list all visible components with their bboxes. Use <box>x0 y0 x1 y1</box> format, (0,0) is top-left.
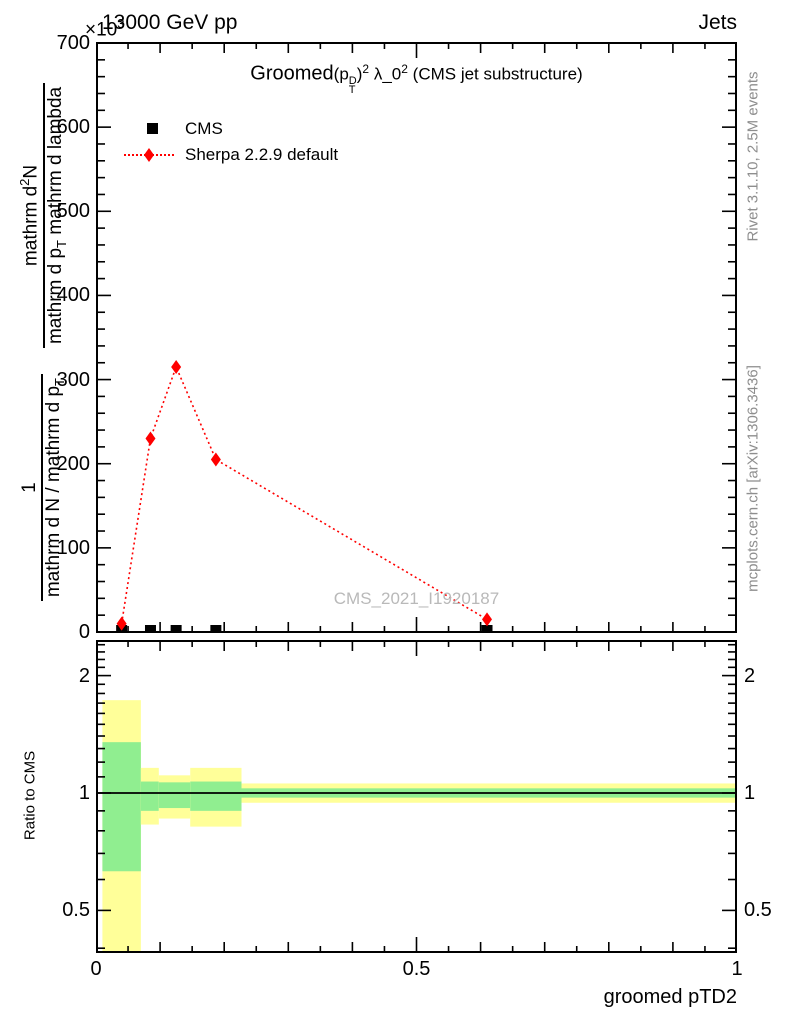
sherpa-data-diamond <box>482 612 493 627</box>
ratio-y-tick-label-right: 1 <box>744 782 756 804</box>
plot-title-sup-d: D <box>348 74 357 87</box>
plot-title-paren: ) <box>356 64 363 84</box>
x-tick-label: 0 <box>90 958 102 980</box>
sherpa-dotted-line <box>120 364 488 624</box>
x-axis-title: groomed pTD2 <box>603 986 737 1008</box>
analysis-group-label: Jets <box>698 11 737 34</box>
cms-data-square <box>481 625 493 632</box>
sherpa-data-diamond <box>145 431 156 446</box>
main-y-tick-label: 700 <box>56 32 90 54</box>
main-y-tick-label: 0 <box>78 621 90 643</box>
cms-data-square <box>210 625 222 632</box>
ratio-y-tick-label-right: 0.5 <box>744 899 772 922</box>
ylabel-f1-den-text: mathrm d N / mathrm d p <box>43 385 65 598</box>
ratio-band-green <box>190 781 242 811</box>
plot-title-exp-a: 2 <box>362 62 370 76</box>
watermark-analysis-id: CMS_2021_I1920187 <box>333 589 500 608</box>
ylabel-f1-den-sub: T <box>51 378 67 386</box>
ratio-y-tick-label-right: 2 <box>744 664 756 687</box>
main-y-tick-label: 200 <box>56 452 90 475</box>
ratio-y-tick-label-left: 1 <box>78 782 90 804</box>
ratio-plot-panel <box>96 640 737 953</box>
ylabel-fraction-1: 1 mathrm d N / mathrm d pT <box>19 374 67 602</box>
multiplier-base: ×10 <box>85 19 118 41</box>
cms-data-square <box>144 625 156 632</box>
ylabel-f1-denominator: mathrm d N / mathrm d pT <box>41 374 67 602</box>
plot-title-sub-t: T <box>348 83 356 96</box>
main-y-tick-label: 400 <box>56 284 90 307</box>
ylabel-f2-den-sub: T <box>53 239 69 248</box>
legend-label-cms: CMS <box>185 119 223 138</box>
ratio-frame <box>96 640 737 953</box>
ratio-y-tick-label-left: 2 <box>78 664 90 687</box>
main-plot-panel <box>96 42 737 633</box>
cms-data-square <box>170 625 182 632</box>
legend-row-cms: CMS <box>0 119 400 141</box>
ylabel-f1-numerator: 1 <box>19 482 41 493</box>
x-tick-label: 0.5 <box>402 958 431 980</box>
ratio-band-green <box>140 781 159 811</box>
sherpa-data-diamond <box>116 616 127 631</box>
rivet-version-label: Rivet 3.1.10, 2.5M events <box>744 71 762 242</box>
mcplots-credit-label: mcplots.cern.ch [arXiv:1306.3436] <box>744 365 762 592</box>
plot-title-groomed: Groomed <box>250 62 334 85</box>
plot-title-rest: (CMS jet substructure) <box>407 64 583 84</box>
ratio-y-tick-label-left: 0.5 <box>62 899 90 922</box>
ratio-y-axis-label: Ratio to CMS <box>21 750 39 841</box>
legend-row-sherpa: Sherpa 2.2.9 default <box>0 145 400 167</box>
ylabel-f2-denominator: mathrm d pT mathrm d lambda <box>42 82 69 349</box>
sherpa-data-diamond <box>171 359 182 374</box>
ylabel-f2-num-sup: 2 <box>17 178 33 186</box>
main-y-tick-label: 500 <box>56 200 90 223</box>
y-axis-multiplier: ×103 <box>85 16 124 41</box>
main-y-tick-label: 300 <box>56 368 90 391</box>
legend-label-sherpa: Sherpa 2.2.9 default <box>185 145 339 164</box>
ylabel-f2-den-text: mathrm d p <box>44 247 66 345</box>
ylabel-f2-den-text2: mathrm d lambda <box>44 86 66 240</box>
plot-title-exp-b: 2 <box>401 62 408 76</box>
x-tick-label: 1 <box>731 958 743 980</box>
cms-square-marker <box>147 123 158 134</box>
sherpa-data-diamond <box>210 452 221 467</box>
main-y-tick-label: 600 <box>56 116 90 139</box>
plot-title: Groomed(p D T)2 λ_02 (CMS jet substructure… <box>96 62 737 95</box>
ylabel-f2-num-n: N <box>20 164 42 179</box>
ratio-band-green <box>102 742 141 872</box>
ylabel-fraction-2: mathrm d2N mathrm d pT mathrm d lambda <box>17 82 69 349</box>
ylabel-f2-numerator: mathrm d2N <box>17 83 42 348</box>
beam-energy-label: 13000 GeV pp <box>102 11 238 34</box>
multiplier-exponent: 3 <box>117 16 125 31</box>
main-frame <box>96 42 737 633</box>
sherpa-diamond-marker <box>144 148 154 162</box>
plot-title-lambda: λ_0 <box>369 64 402 84</box>
plot-title-p: (p <box>333 64 349 84</box>
main-y-axis-label: 1 mathrm d N / mathrm d pT mathrm d2N ma… <box>11 42 75 642</box>
ylabel-f2-num-text: mathrm d <box>20 185 42 267</box>
main-y-tick-label: 100 <box>56 536 90 559</box>
ratio-band-green <box>158 782 191 809</box>
